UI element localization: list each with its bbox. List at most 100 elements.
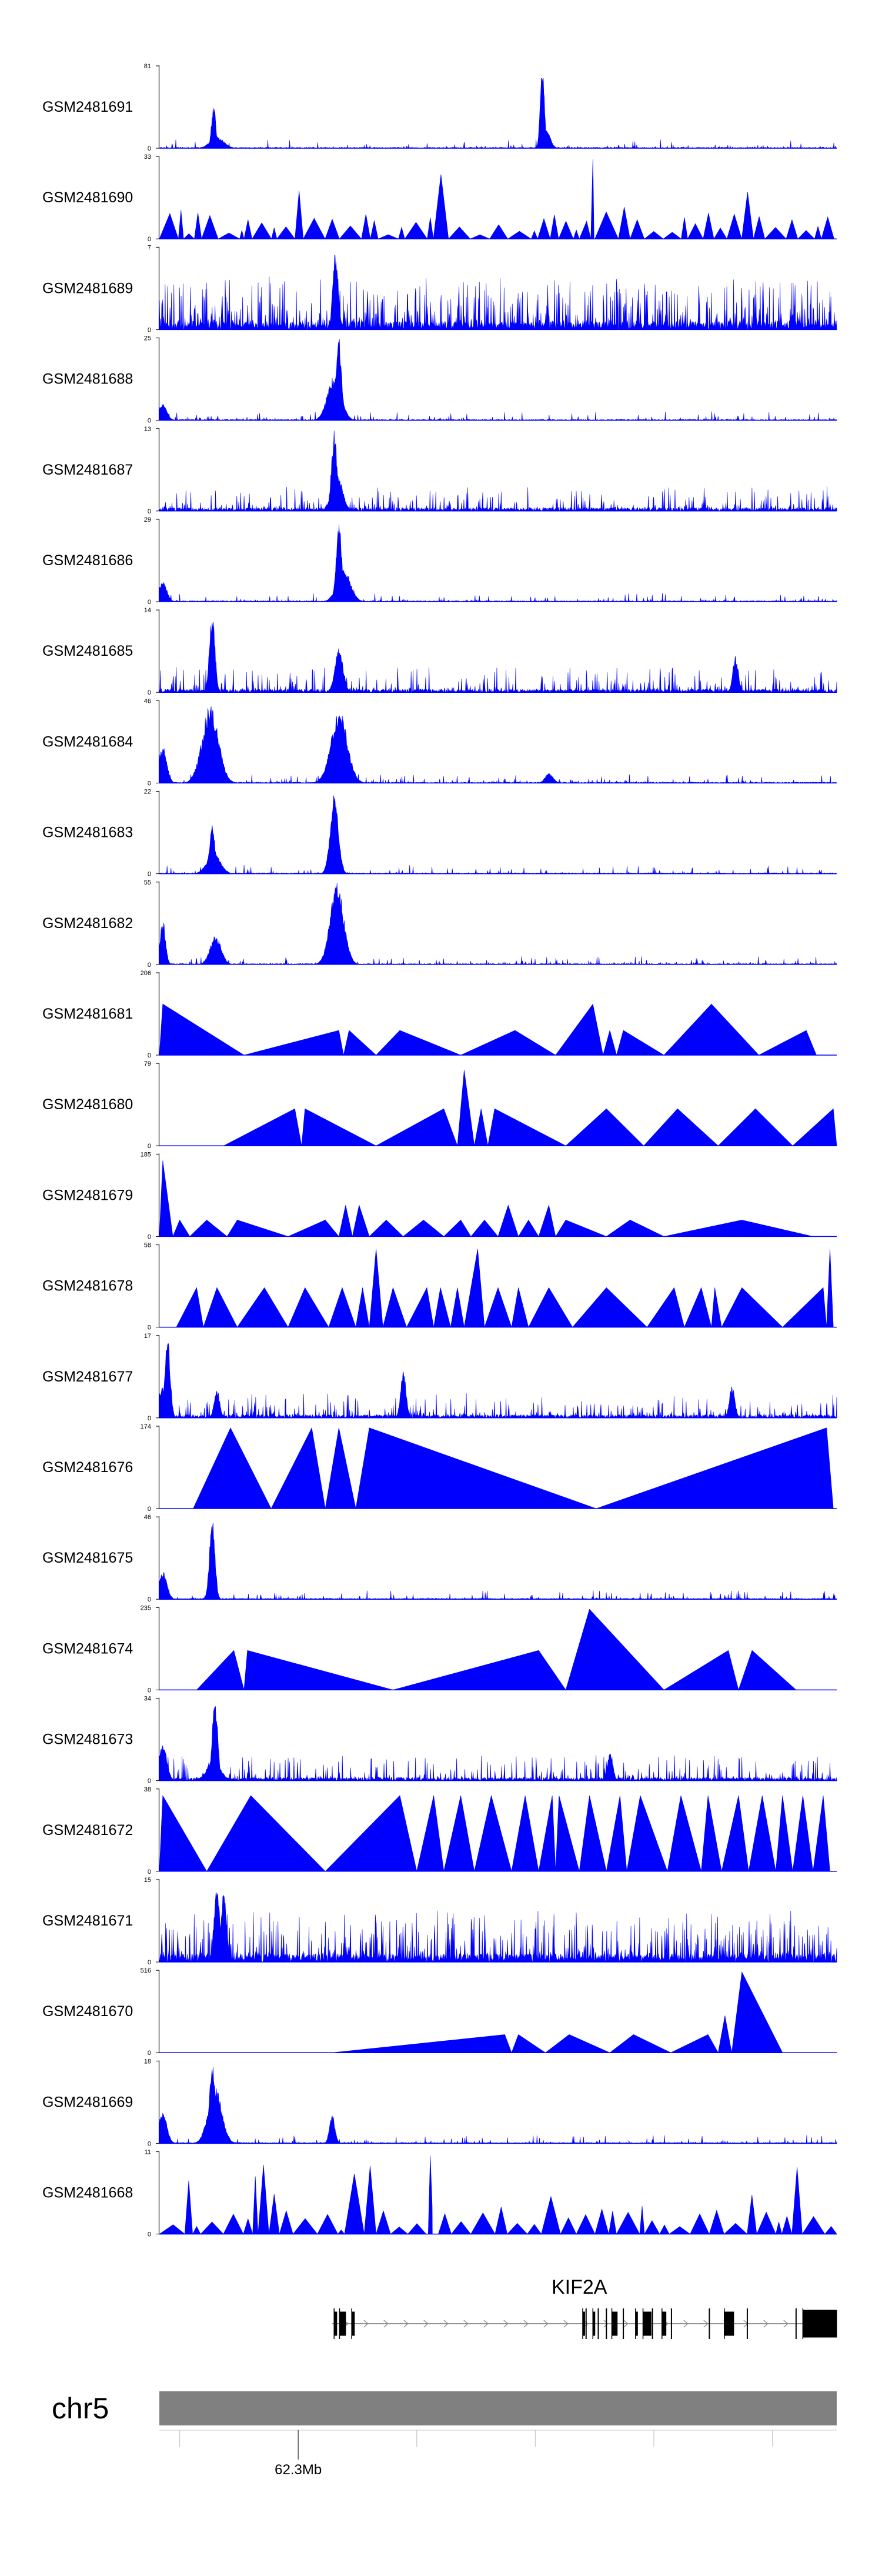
track-GSM2481685: GSM2481685 14 0 (42, 607, 837, 696)
y-min-label: 0 (148, 2231, 151, 2238)
signal-area (159, 1892, 837, 1963)
track-GSM2481678: GSM2481678 58 0 (42, 1242, 837, 1332)
strand-arrow (623, 2320, 629, 2328)
track-label: GSM2481689 (42, 280, 133, 296)
y-max-label: 18 (144, 2058, 151, 2065)
y-min-label: 0 (148, 1324, 151, 1332)
signal-area (159, 1160, 813, 1237)
coordinate-label: 62.3Mb (275, 2462, 322, 2478)
y-min-label: 0 (148, 326, 151, 333)
signal-area (159, 622, 837, 693)
track-label: GSM2481691 (42, 99, 133, 115)
y-min-label: 0 (148, 1596, 151, 1603)
signal-area (159, 255, 837, 331)
track-label: GSM2481684 (42, 733, 133, 750)
chromosome-track: chr5 62.3Mb (52, 2391, 837, 2478)
y-min-label: 0 (148, 689, 151, 696)
genome-axis (159, 2430, 837, 2460)
track-label: GSM2481681 (42, 1006, 133, 1022)
signal-area (159, 525, 837, 602)
signal-area (159, 1706, 837, 1781)
signal-area (332, 1971, 783, 2054)
exon (339, 2311, 346, 2336)
y-min-label: 0 (148, 1415, 151, 1422)
track-label: GSM2481680 (42, 1096, 133, 1113)
y-min-label: 0 (148, 1959, 151, 1966)
strand-arrow (703, 2320, 709, 2328)
track-GSM2481671: GSM2481671 15 0 (42, 1877, 837, 1966)
y-max-label: 55 (144, 879, 151, 886)
track-GSM2481669: GSM2481669 18 0 (42, 2058, 837, 2147)
strand-arrow (443, 2320, 449, 2328)
track-GSM2481674: GSM2481674 235 0 (42, 1604, 837, 1694)
signal-area (159, 1343, 837, 1419)
y-max-label: 38 (144, 1786, 151, 1793)
strand-arrow (503, 2320, 509, 2328)
track-label: GSM2481682 (42, 915, 133, 932)
track-GSM2481683: GSM2481683 22 0 (42, 789, 837, 878)
y-max-label: 46 (144, 698, 151, 705)
strand-arrow (543, 2320, 549, 2328)
track-label: GSM2481671 (42, 1913, 133, 1929)
track-GSM2481681: GSM2481681 206 0 (42, 970, 837, 1059)
y-max-label: 22 (144, 789, 151, 796)
signal-area (159, 159, 837, 240)
track-label: GSM2481674 (42, 1640, 133, 1657)
strand-arrow (463, 2320, 469, 2328)
track-GSM2481688: GSM2481688 25 0 (42, 335, 837, 425)
exon (724, 2311, 734, 2336)
track-label: GSM2481683 (42, 825, 133, 841)
track-label: GSM2481688 (42, 371, 133, 388)
track-GSM2481676: GSM2481676 174 0 (42, 1423, 837, 1513)
y-max-label: 206 (141, 970, 151, 977)
track-GSM2481686: GSM2481686 29 0 (42, 516, 837, 606)
chromosome-bar (159, 2391, 837, 2425)
track-GSM2481689: GSM2481689 7 0 (42, 244, 837, 333)
signal-area (159, 78, 837, 149)
track-GSM2481673: GSM2481673 34 0 (42, 1696, 837, 1785)
strand-arrow (683, 2320, 689, 2328)
track-label: GSM2481685 (42, 643, 133, 659)
strand-arrow (383, 2320, 389, 2328)
strand-arrow (603, 2320, 609, 2328)
track-label: GSM2481687 (42, 462, 133, 478)
y-min-label: 0 (148, 962, 151, 969)
signal-area (176, 1249, 834, 1328)
track-GSM2481684: GSM2481684 46 0 (42, 698, 837, 787)
signal-area (159, 1794, 830, 1872)
gene-track: KIF2A (332, 2276, 837, 2339)
strand-arrow (563, 2320, 569, 2328)
signal-area (159, 1522, 837, 1600)
signal-area (223, 1070, 837, 1146)
track-GSM2481690: GSM2481690 33 0 (42, 154, 837, 243)
track-label: GSM2481676 (42, 1459, 133, 1476)
y-max-label: 15 (144, 1877, 151, 1884)
y-max-label: 79 (144, 1060, 151, 1067)
y-min-label: 0 (148, 508, 151, 515)
y-min-label: 0 (148, 418, 151, 425)
track-label: GSM2481677 (42, 1369, 133, 1385)
y-max-label: 33 (144, 154, 151, 161)
strand-arrow (523, 2320, 529, 2328)
track-GSM2481687: GSM2481687 13 0 (42, 426, 837, 515)
gene-label: KIF2A (552, 2276, 607, 2298)
track-label: GSM2481670 (42, 2003, 133, 2020)
signal-tracks: GSM2481691810GSM2481690330GSM248168970GS… (42, 63, 837, 2238)
y-max-label: 13 (144, 426, 151, 433)
track-GSM2481691: GSM2481691 81 0 (42, 63, 837, 152)
signal-area (159, 706, 837, 784)
signal-area (159, 431, 837, 512)
track-label: GSM2481679 (42, 1187, 133, 1203)
track-GSM2481680: GSM2481680 79 0 (42, 1060, 837, 1150)
y-min-label: 0 (148, 780, 151, 787)
strand-arrow (483, 2320, 489, 2328)
exon (802, 2310, 837, 2338)
strand-arrow (363, 2320, 369, 2328)
exon (662, 2311, 667, 2336)
y-min-label: 0 (148, 1143, 151, 1150)
y-min-label: 0 (148, 1778, 151, 1785)
strand-arrow (423, 2320, 429, 2328)
y-max-label: 516 (141, 1967, 151, 1974)
y-min-label: 0 (148, 1506, 151, 1513)
